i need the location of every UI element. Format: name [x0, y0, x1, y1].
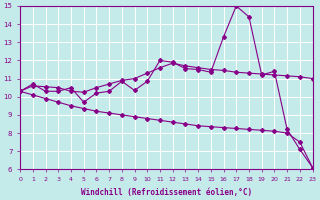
X-axis label: Windchill (Refroidissement éolien,°C): Windchill (Refroidissement éolien,°C)	[81, 188, 252, 197]
